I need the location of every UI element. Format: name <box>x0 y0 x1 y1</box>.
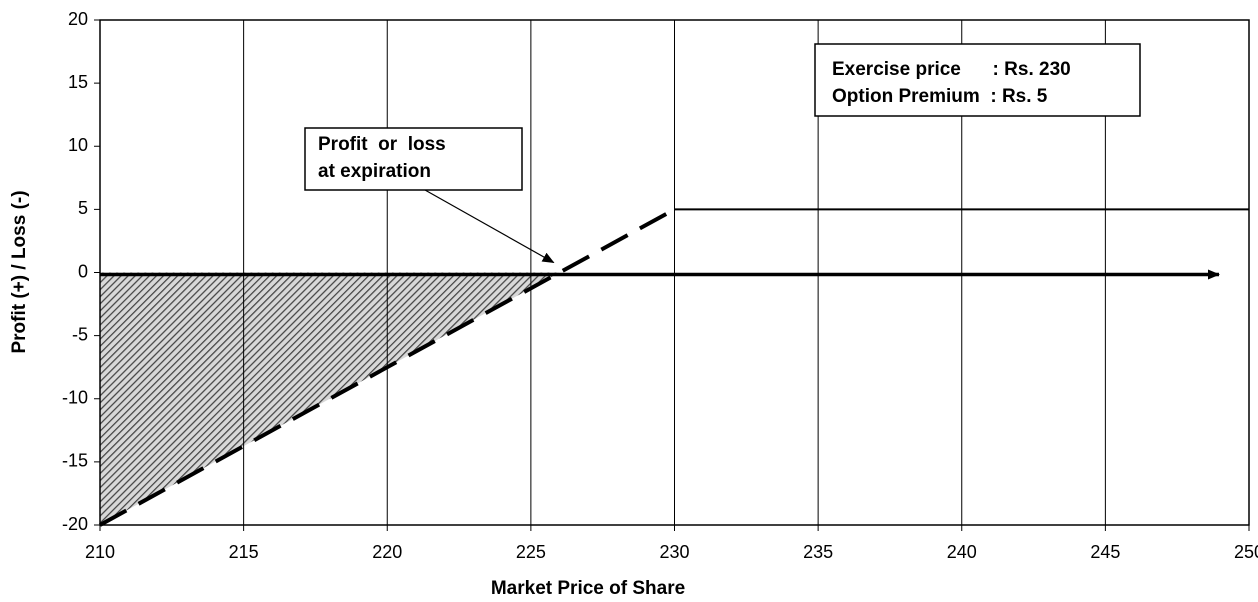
x-tick-label: 225 <box>516 542 546 562</box>
annotation-text: Exercise price : Rs. 230 <box>832 59 1071 80</box>
x-tick-label: 235 <box>803 542 833 562</box>
y-tick-label: -5 <box>72 324 88 344</box>
annotation-text: Profit or loss <box>318 134 446 155</box>
y-tick-label: -10 <box>62 388 88 408</box>
y-axis-label: Profit (+) / Loss (-) <box>9 190 30 353</box>
annotation-arrow <box>424 189 555 264</box>
annotation-text: Option Premium : Rs. 5 <box>832 86 1048 107</box>
annotation-box <box>814 43 1141 117</box>
x-tick-label: 220 <box>372 542 402 562</box>
annotation-box <box>304 127 523 191</box>
x-tick-label: 240 <box>947 542 977 562</box>
y-tick-label: -20 <box>62 514 88 534</box>
x-tick-label: 250 <box>1234 542 1258 562</box>
y-tick-label: 0 <box>78 261 88 281</box>
x-tick-label: 230 <box>659 542 689 562</box>
x-tick-label: 210 <box>85 542 115 562</box>
plot-border <box>99 19 1250 526</box>
x-tick-label: 215 <box>229 542 259 562</box>
y-tick-label: 20 <box>68 9 88 29</box>
payoff-line <box>99 207 676 527</box>
loss-area <box>100 272 560 525</box>
y-tick-label: 10 <box>68 135 88 155</box>
x-tick-label: 245 <box>1090 542 1120 562</box>
annotation-text: at expiration <box>318 161 431 182</box>
x-axis-label: Market Price of Share <box>491 578 685 599</box>
y-tick-label: 5 <box>78 198 88 218</box>
y-tick-label: -15 <box>62 451 88 471</box>
y-tick-label: 15 <box>68 72 88 92</box>
